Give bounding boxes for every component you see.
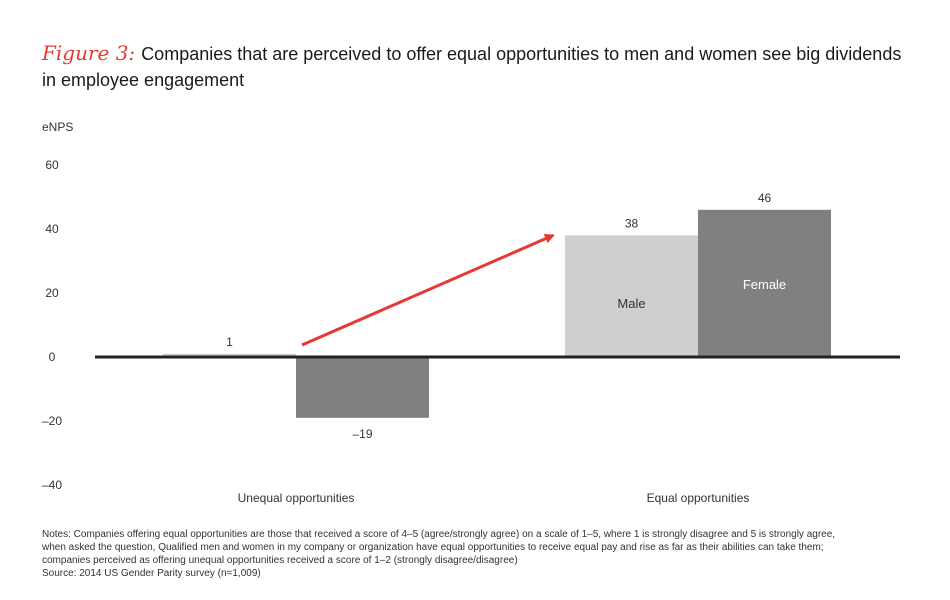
note-line-3: companies perceived as offering unequal … [42,555,518,566]
series-label-female: Female [743,277,786,292]
y-axis-label: eNPS [42,120,73,134]
category-label: Equal opportunities [647,491,750,505]
title-line-1: Companies that are perceived to offer eq… [141,44,902,64]
figure-label: Figure 3: [42,41,136,65]
y-tick-label: –40 [42,478,62,492]
title-line-2: in employee engagement [42,70,245,90]
source-line: Source: 2014 US Gender Parity survey (n=… [42,568,261,579]
chart-title: Figure 3: Companies that are perceived to… [42,40,922,93]
y-tick-label: 60 [45,158,59,172]
data-label: –19 [352,427,372,441]
bar-male-equal [565,235,698,357]
data-label: 46 [758,191,772,205]
bar-chart: eNPS 60 40 20 0 –20 –40 1 –19 38 Male 46 Female Un… [42,120,900,505]
y-tick-label: 20 [45,286,59,300]
y-tick-label: 0 [49,350,56,364]
category-label: Unequal opportunities [238,491,355,505]
trend-arrow [301,234,555,347]
note-line-2: when asked the question, Qualified men a… [42,542,824,553]
bar-female-equal [698,209,831,357]
bar-female-unequal [296,357,429,418]
note-line-1: Notes: Companies offering equal opportun… [42,529,836,540]
data-label: 1 [226,335,233,349]
data-label: 38 [625,216,639,230]
y-tick-label: –20 [42,414,62,428]
y-tick-label: 40 [45,222,59,236]
chart-notes: Notes: Companies offering equal opportun… [42,528,942,580]
series-label-male: Male [617,296,645,311]
bar-male-unequal [163,353,296,357]
